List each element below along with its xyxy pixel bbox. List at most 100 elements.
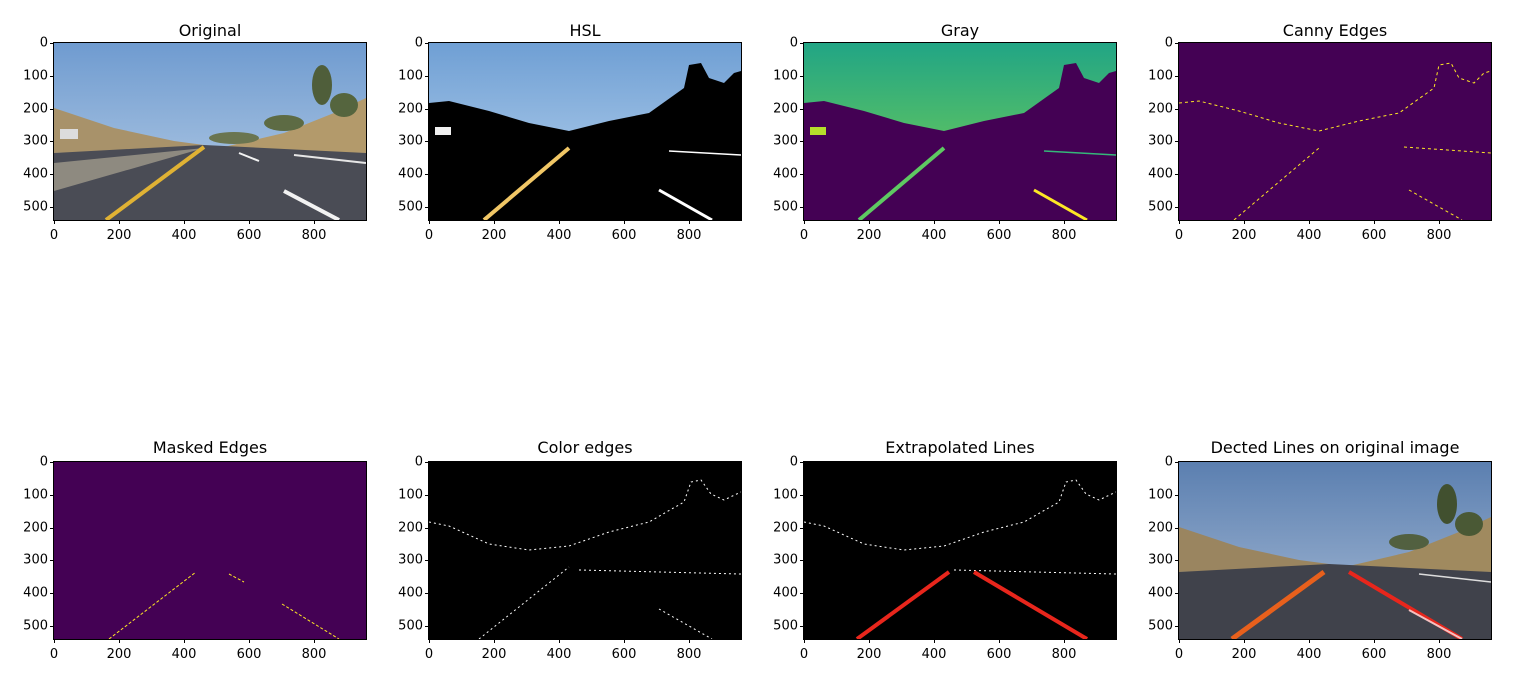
y-tick-mark — [50, 560, 54, 562]
y-tick-mark — [50, 593, 54, 595]
y-tick-mark — [425, 206, 429, 208]
y-tick-mark — [800, 494, 804, 496]
x-tick-mark — [429, 639, 430, 643]
x-tick-mark — [1309, 639, 1310, 643]
masked-image — [54, 462, 366, 639]
y-tick-mark — [50, 462, 54, 463]
y-tick-mark — [800, 141, 804, 143]
y-tick-mark — [425, 174, 429, 176]
x-tick-mark — [184, 639, 185, 643]
x-tick-mark — [869, 639, 870, 643]
x-tick-mark — [559, 639, 560, 643]
x-tick-mark — [999, 639, 1000, 643]
x-tick-label: 200 — [481, 228, 507, 243]
canny-image — [1179, 43, 1491, 220]
x-tick-mark — [1439, 639, 1440, 643]
x-tick-mark — [249, 220, 250, 224]
x-tick-mark — [184, 220, 185, 224]
y-tick-label: 500 — [398, 199, 423, 215]
y-tick-mark — [1175, 625, 1179, 627]
x-tick-label: 200 — [481, 647, 507, 662]
x-tick-label: 400 — [546, 647, 572, 662]
y-tick-label: 200 — [773, 520, 798, 536]
x-tick-mark — [934, 639, 935, 643]
y-tick-label: 400 — [398, 166, 423, 182]
x-tick-mark — [429, 220, 430, 224]
y-tick-label: 500 — [773, 199, 798, 215]
y-tick-label: 0 — [39, 454, 48, 470]
y-tick-mark — [50, 527, 54, 529]
x-tick-mark — [119, 220, 120, 224]
y-tick-mark — [1175, 560, 1179, 562]
y-tick-label: 400 — [23, 166, 48, 182]
y-tick-mark — [50, 108, 54, 110]
y-tick-label: 300 — [773, 133, 798, 149]
x-tick-mark — [1179, 220, 1180, 224]
y-tick-mark — [425, 560, 429, 562]
y-tick-mark — [1175, 593, 1179, 595]
x-tick-label: 600 — [236, 228, 262, 243]
x-tick-label: 400 — [921, 228, 947, 243]
color-edges-image — [429, 462, 741, 639]
x-tick-mark — [54, 220, 55, 224]
x-tick-label: 600 — [1361, 647, 1387, 662]
y-tick-label: 0 — [414, 454, 423, 470]
y-tick-mark — [800, 560, 804, 562]
y-tick-label: 0 — [1164, 35, 1173, 51]
x-tick-label: 200 — [856, 228, 882, 243]
original-image — [54, 43, 366, 220]
y-tick-label: 200 — [773, 101, 798, 117]
x-tick-label: 200 — [106, 228, 132, 243]
y-tick-mark — [1175, 108, 1179, 110]
x-tick-label: 400 — [171, 228, 197, 243]
y-tick-label: 200 — [23, 520, 48, 536]
x-tick-mark — [689, 639, 690, 643]
y-tick-mark — [50, 174, 54, 176]
y-tick-mark — [425, 527, 429, 529]
x-tick-label: 800 — [1051, 647, 1077, 662]
y-tick-mark — [425, 494, 429, 496]
y-tick-mark — [425, 625, 429, 627]
x-tick-label: 0 — [799, 228, 809, 243]
x-tick-mark — [999, 220, 1000, 224]
x-tick-mark — [119, 639, 120, 643]
panel-title: Original — [178, 21, 242, 40]
x-tick-label: 400 — [1296, 647, 1322, 662]
y-tick-mark — [800, 206, 804, 208]
x-tick-mark — [1244, 220, 1245, 224]
panel-title: Canny Edges — [1282, 21, 1388, 40]
y-tick-mark — [800, 625, 804, 627]
x-tick-mark — [1439, 220, 1440, 224]
y-tick-label: 300 — [1148, 552, 1173, 568]
x-tick-label: 600 — [611, 228, 637, 243]
y-tick-label: 0 — [1164, 454, 1173, 470]
y-tick-label: 200 — [398, 520, 423, 536]
x-tick-mark — [1179, 639, 1180, 643]
y-tick-label: 300 — [773, 552, 798, 568]
y-tick-label: 500 — [23, 199, 48, 215]
x-tick-mark — [1064, 639, 1065, 643]
x-tick-label: 0 — [424, 228, 434, 243]
x-tick-mark — [934, 220, 935, 224]
x-tick-label: 0 — [799, 647, 809, 662]
y-tick-label: 300 — [398, 133, 423, 149]
x-tick-label: 600 — [986, 647, 1012, 662]
x-tick-mark — [1309, 220, 1310, 224]
y-tick-label: 100 — [773, 487, 798, 503]
x-tick-mark — [314, 220, 315, 224]
y-tick-mark — [425, 462, 429, 463]
x-tick-label: 800 — [1051, 228, 1077, 243]
y-tick-mark — [800, 527, 804, 529]
y-tick-label: 400 — [398, 585, 423, 601]
y-tick-label: 100 — [1148, 68, 1173, 84]
y-tick-mark — [800, 593, 804, 595]
x-tick-mark — [689, 220, 690, 224]
hsl-image — [429, 43, 741, 220]
y-tick-label: 0 — [789, 454, 798, 470]
y-tick-label: 500 — [23, 618, 48, 634]
x-tick-label: 0 — [49, 647, 59, 662]
y-tick-mark — [1175, 462, 1179, 463]
y-tick-mark — [50, 75, 54, 77]
panel-title: HSL — [569, 21, 601, 40]
x-tick-label: 800 — [676, 228, 702, 243]
